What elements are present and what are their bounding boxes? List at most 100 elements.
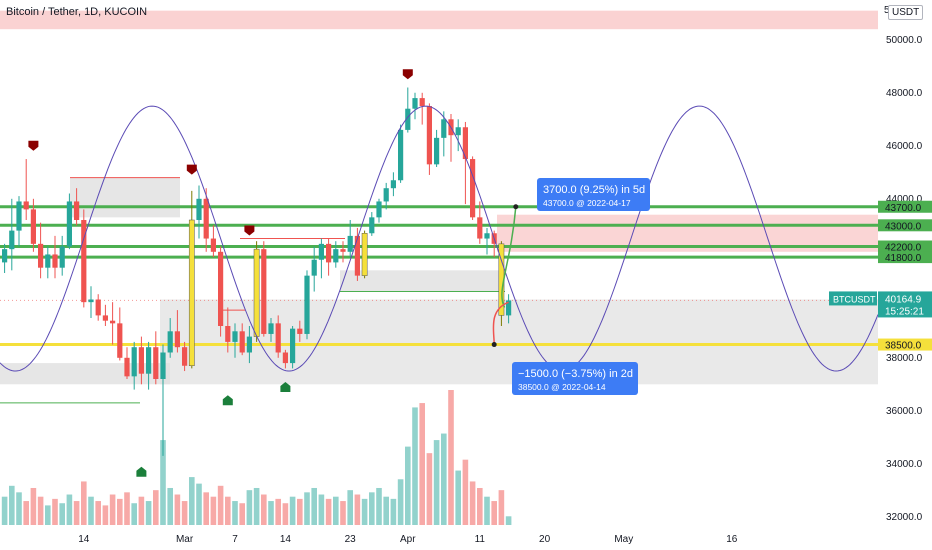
symbol-tag-bg bbox=[829, 291, 877, 306]
candle-body bbox=[232, 331, 238, 342]
y-tick-label: 50000.0 bbox=[886, 35, 923, 46]
x-tick-label: May bbox=[614, 534, 633, 545]
volume-bar bbox=[37, 496, 44, 525]
volume-bar bbox=[469, 481, 476, 525]
volume-bar bbox=[383, 496, 389, 525]
level-tag-bg-3 bbox=[878, 251, 932, 264]
candle-body bbox=[74, 201, 80, 220]
demand-zone-left bbox=[0, 363, 170, 385]
callout-up-box bbox=[537, 178, 650, 211]
candle-body bbox=[174, 331, 180, 348]
volume-bar bbox=[95, 501, 101, 525]
candle-body bbox=[253, 248, 260, 337]
volume-bar bbox=[419, 403, 425, 525]
projection-up-path bbox=[501, 206, 517, 308]
candle-body bbox=[383, 188, 389, 202]
callout-down-box bbox=[512, 362, 638, 395]
volume-bar bbox=[412, 407, 418, 525]
level-tag-3: 41800.0 bbox=[885, 253, 922, 264]
zone-mid bbox=[340, 270, 505, 292]
candle-body bbox=[376, 201, 382, 218]
volume-bar bbox=[131, 503, 137, 525]
volume-bar bbox=[217, 485, 224, 525]
volume-bar bbox=[340, 501, 346, 525]
symbol-tag: BTCUSDT bbox=[833, 294, 876, 304]
candle-body bbox=[16, 201, 22, 231]
volume-bar bbox=[181, 501, 188, 525]
candle-body bbox=[88, 299, 94, 303]
callout-up-detail: 43700.0 @ 2022-04-17 bbox=[543, 198, 631, 208]
volume-bar bbox=[448, 390, 454, 525]
chart-title: Bitcoin / Tether, 1D, KUCOIN bbox=[6, 6, 148, 18]
volume-bar bbox=[16, 492, 22, 525]
candle-body bbox=[182, 347, 188, 366]
x-tick-label: 11 bbox=[475, 534, 486, 545]
volume-bar bbox=[153, 490, 159, 525]
volume-bar bbox=[73, 501, 80, 525]
callout-up-title: 3700.0 (9.25%) in 5d bbox=[543, 184, 645, 196]
volume-bar bbox=[275, 498, 281, 525]
candle-body bbox=[326, 243, 332, 263]
level-tag-bg-0 bbox=[878, 200, 932, 213]
volume-bar bbox=[117, 498, 123, 525]
level-tag-bg-2 bbox=[878, 240, 932, 253]
volume-bar bbox=[261, 494, 267, 525]
volume-bar bbox=[311, 487, 317, 525]
volume-bar bbox=[30, 487, 37, 525]
x-tick-label: 16 bbox=[726, 534, 738, 545]
candle-body bbox=[354, 235, 360, 276]
volume-bar bbox=[441, 433, 447, 525]
candle-body bbox=[239, 331, 245, 353]
last-price-tag-bg bbox=[878, 291, 932, 318]
supply-zone-top bbox=[0, 10, 878, 30]
candle-body bbox=[95, 299, 101, 316]
candle-body bbox=[390, 180, 396, 189]
volume-bar bbox=[1, 496, 8, 525]
volume-bar bbox=[232, 501, 238, 525]
candle-body bbox=[361, 233, 368, 276]
candle-body bbox=[146, 347, 152, 374]
volume-bar bbox=[88, 496, 94, 525]
volume-bar bbox=[225, 496, 231, 525]
candle-body bbox=[218, 251, 224, 326]
volume-bar bbox=[102, 505, 109, 525]
volume-bar bbox=[189, 477, 195, 525]
volume-bar bbox=[433, 440, 440, 525]
x-tick-label: 7 bbox=[232, 534, 238, 545]
volume-bar bbox=[45, 505, 51, 525]
candle-body bbox=[290, 328, 296, 364]
candle-body bbox=[2, 249, 8, 263]
volume-bar bbox=[297, 498, 303, 525]
candle-body bbox=[462, 127, 468, 160]
y-tick-label: 36000.0 bbox=[886, 406, 923, 417]
candle-body bbox=[268, 323, 274, 334]
candle-body bbox=[153, 347, 159, 379]
y-tick-label: 46000.0 bbox=[886, 141, 923, 152]
volume-bar bbox=[361, 498, 368, 525]
callout-down-title: −1500.0 (−3.75%) in 2d bbox=[518, 368, 633, 380]
fractal-bottom-marker bbox=[222, 395, 233, 406]
volume-bar bbox=[109, 494, 116, 525]
x-tick-label: Mar bbox=[176, 534, 194, 545]
currency-unit-label[interactable]: USDT bbox=[888, 5, 924, 20]
volume-bar bbox=[196, 483, 202, 525]
volume-bar bbox=[369, 492, 375, 525]
candle-body bbox=[506, 300, 512, 316]
volume-bar bbox=[491, 501, 497, 525]
candle-body bbox=[318, 243, 324, 260]
candle-body bbox=[66, 201, 72, 247]
candle-body bbox=[138, 347, 144, 374]
volume-bar bbox=[81, 481, 87, 525]
candle-body bbox=[45, 254, 51, 268]
candle-body bbox=[188, 219, 195, 366]
volume-bar bbox=[333, 496, 339, 525]
y-tick-label: 32000.0 bbox=[886, 512, 923, 523]
candle-body bbox=[131, 347, 137, 377]
candle-body bbox=[434, 137, 440, 165]
time-axis-bg bbox=[0, 530, 932, 550]
volume-bar bbox=[347, 490, 353, 525]
candle-body bbox=[203, 198, 209, 239]
volume-bar bbox=[318, 494, 325, 525]
